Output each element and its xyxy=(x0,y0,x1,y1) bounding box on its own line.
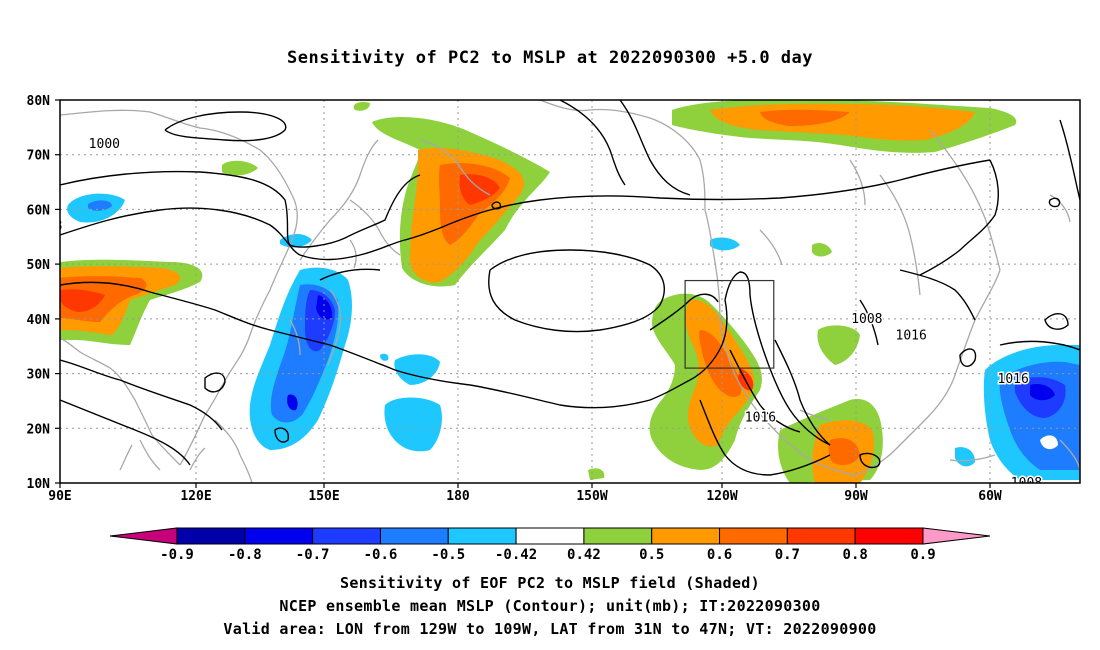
contour-label: 1008 xyxy=(1011,476,1042,491)
lat-label-10n: 10N xyxy=(27,477,51,492)
contour-label: 1016 xyxy=(998,372,1029,387)
lat-label-30n: 30N xyxy=(27,368,51,383)
lat-label-70n: 70N xyxy=(27,149,51,164)
lat-label-20n: 20N xyxy=(27,422,51,437)
contour-label: 1000 xyxy=(89,137,120,152)
contour-label: 1008 xyxy=(851,312,882,327)
colorbar-tick-label: -0.42 xyxy=(495,547,537,563)
lon-label-180: 180 xyxy=(446,489,470,504)
longitude-labels: 90E 120E 150E 180 150W 120W 90W 60W xyxy=(48,489,1002,504)
colorbar-swatch xyxy=(515,527,585,545)
colorbar-swatch xyxy=(583,527,653,545)
colorbar-swatch xyxy=(379,527,449,545)
caption-contour: NCEP ensemble mean MSLP (Contour); unit(… xyxy=(279,597,821,615)
shading-negative xyxy=(67,193,1080,480)
lat-label-80n: 80N xyxy=(27,94,51,109)
lon-label-120w: 120W xyxy=(706,489,737,504)
colorbar-swatch xyxy=(312,527,381,545)
lat-label-50n: 50N xyxy=(27,258,51,273)
colorbar-swatch xyxy=(854,527,924,545)
colorbar-labels: -0.9 -0.8 -0.7 -0.6 -0.5 -0.42 0.42 0.5 0.6 0.7 0.… xyxy=(160,547,936,563)
lon-label-90e: 90E xyxy=(48,489,71,504)
colorbar-tick-label: 0.5 xyxy=(639,547,664,563)
valid-area-box xyxy=(684,279,775,369)
latitude-labels: 80N 70N 60N 50N 40N 30N 20N 10N xyxy=(27,94,51,492)
colorbar-tick-label: -0.6 xyxy=(364,547,398,563)
contour-label: 1008 xyxy=(0,208,22,223)
colorbar-tick-label: -0.5 xyxy=(431,547,465,563)
colorbar-swatch xyxy=(447,527,517,545)
caption-shading: Sensitivity of EOF PC2 to MSLP field (Sh… xyxy=(340,574,760,592)
colorbar-swatch xyxy=(176,527,246,545)
lat-label-40n: 40N xyxy=(27,313,51,328)
contour-labels: 1000100810081008101610161016101610161008… xyxy=(0,135,1044,491)
axis-ticks xyxy=(55,99,991,488)
contour-label: 1008 xyxy=(31,219,62,234)
map-title: Sensitivity of PC2 to MSLP at 2022090300… xyxy=(286,48,813,68)
contour-label: 1016 xyxy=(896,328,927,343)
colorbar-swatch xyxy=(651,527,721,545)
map-frame xyxy=(59,99,1081,484)
colorbar-max-arrow xyxy=(922,527,991,545)
colorbar-tick-label: 0.8 xyxy=(843,547,868,563)
colorbar-tick-label: -0.7 xyxy=(296,547,330,563)
colorbar-swatch xyxy=(786,527,856,545)
mslp-contours xyxy=(60,100,1080,476)
colorbar-tick-label: 0.7 xyxy=(775,547,800,563)
map-plot-area: 1000100810081008101610161016101610161008… xyxy=(0,100,1080,491)
contour-label: 1016 xyxy=(745,410,776,425)
colorbar-tick-label: -0.8 xyxy=(228,547,262,563)
colorbar-tick-label: -0.9 xyxy=(160,547,194,563)
colorbar xyxy=(109,527,991,545)
lon-label-150w: 150W xyxy=(576,489,607,504)
lon-label-60w: 60W xyxy=(978,489,1002,504)
lon-label-120e: 120E xyxy=(180,489,211,504)
caption-valid-area: Valid area: LON from 129W to 109W, LAT f… xyxy=(223,620,877,638)
colorbar-tick-label: 0.6 xyxy=(707,547,732,563)
colorbar-tick-label: 0.42 xyxy=(567,547,601,563)
colorbar-min-arrow xyxy=(109,527,178,545)
lon-label-150e: 150E xyxy=(308,489,339,504)
colorbar-swatch xyxy=(244,527,314,545)
lon-label-90w: 90W xyxy=(844,489,868,504)
lat-label-60n: 60N xyxy=(27,203,51,218)
colorbar-swatch xyxy=(719,527,788,545)
graticule xyxy=(60,100,1080,483)
colorbar-tick-label: 0.9 xyxy=(910,547,935,563)
shading-positive xyxy=(60,100,1017,483)
